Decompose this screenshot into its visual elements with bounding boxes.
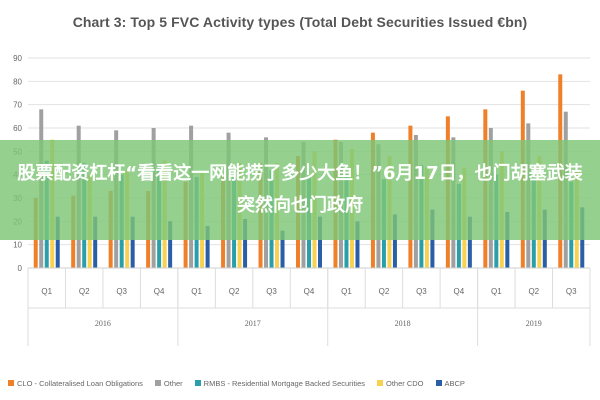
bar-4-1 <box>93 216 98 268</box>
x-tick-label: Q2 <box>229 287 240 296</box>
x-tick-label: Q2 <box>79 287 90 296</box>
bar-4-8 <box>355 221 360 268</box>
group-label: 2017 <box>245 319 261 328</box>
x-tick-label: Q4 <box>154 287 165 296</box>
group-label: 2019 <box>526 319 542 328</box>
y-tick-label: 90 <box>13 54 22 63</box>
y-tick-label: 70 <box>13 101 22 110</box>
x-tick-label: Q4 <box>304 287 315 296</box>
bar-4-9 <box>392 214 397 268</box>
chart-title: Chart 3: Top 5 FVC Activity types (Total… <box>72 14 528 30</box>
x-tick-label: Q3 <box>566 287 577 296</box>
overlay-banner[interactable]: 股票配资杠杆“看看这一网能捞了多少大鱼！”6月17日，也门胡塞武装突然向也门政府 <box>0 140 600 240</box>
x-tick-label: Q2 <box>528 287 539 296</box>
legend-item: RMBS - Residential Mortgage Backed Secur… <box>194 378 365 388</box>
bar-4-5 <box>243 219 248 268</box>
x-tick-label: Q2 <box>379 287 390 296</box>
legend-swatch <box>377 380 383 386</box>
x-tick-label: Q3 <box>266 287 277 296</box>
legend-swatch <box>435 380 442 386</box>
x-tick-label: Q4 <box>454 287 465 296</box>
bar-4-3 <box>168 221 173 268</box>
group-label: 2016 <box>95 319 111 328</box>
x-tick-label: Q3 <box>416 287 427 296</box>
chart-legend: CLO - Collateralised Loan Obligations Oth… <box>8 375 598 391</box>
y-tick-label: 60 <box>13 124 22 133</box>
x-axis-ticks: Q1 Q2 Q3 Q4 Q1 Q2 Q3 Q4 Q1 Q2 Q3 Q4 Q1 Q2 Q3 <box>27 267 591 346</box>
bar-4-0 <box>55 216 60 268</box>
legend-label: Other <box>163 378 183 388</box>
legend-item: Other <box>154 378 183 388</box>
legend-item: CLO - Collateralised Loan Obligations <box>8 379 143 388</box>
group-label: 2018 <box>395 319 411 328</box>
legend-swatch <box>8 380 14 386</box>
legend-item: ABCP <box>435 378 465 388</box>
bar-4-12 <box>505 212 510 268</box>
x-tick-label: Q1 <box>341 287 352 296</box>
legend-swatch <box>194 380 201 386</box>
legend-swatch <box>154 380 161 386</box>
x-tick-label: Q3 <box>116 287 127 296</box>
bar-4-11 <box>467 216 472 268</box>
overlay-banner-text: 股票配资杠杆“看看这一网能捞了多少大鱼！”6月17日，也门胡塞武装突然向也门政府 <box>17 163 583 216</box>
y-tick-label: 10 <box>13 241 22 250</box>
y-tick-label: 80 <box>13 77 22 86</box>
bar-4-7 <box>318 216 322 268</box>
y-tick-label: 0 <box>18 264 23 273</box>
bar-4-2 <box>130 216 135 268</box>
bar-4-4 <box>205 226 210 268</box>
legend-label: ABCP <box>444 378 465 388</box>
legend-label: RMBS - Residential Mortgage Backed Secur… <box>203 378 365 388</box>
x-tick-label: Q1 <box>191 287 202 296</box>
legend-label: CLO - Collateralised Loan Obligations <box>17 378 143 388</box>
legend-label: Other CDO <box>386 378 424 388</box>
x-tick-label: Q1 <box>491 287 502 296</box>
bar-4-6 <box>280 230 285 268</box>
legend-item: Other CDO <box>377 379 424 388</box>
year-groups: 2016 2017 2018 2019 <box>27 268 590 346</box>
x-tick-label: Q1 <box>41 287 52 296</box>
